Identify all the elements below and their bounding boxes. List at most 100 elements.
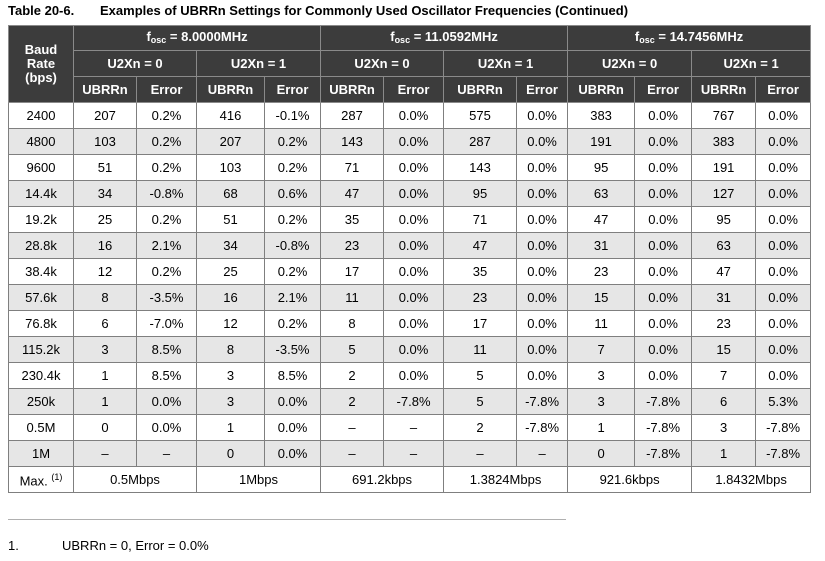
footnote-text: UBRRn = 0, Error = 0.0%: [62, 538, 209, 553]
u2x-header: U2Xn = 1: [691, 50, 812, 77]
error-cell: 2.1%: [263, 284, 322, 311]
error-cell: 0.0%: [383, 154, 445, 181]
error-cell: 0.0%: [516, 310, 569, 337]
max-rate-value: 691.2kbps: [320, 466, 445, 493]
error-cell: 0.0%: [634, 180, 693, 207]
ubrr-cell: 6: [691, 388, 757, 415]
ubrr-cell: 11: [567, 310, 636, 337]
ubrr-cell: 416: [196, 102, 265, 129]
ubrr-column-header: UBRRn: [691, 76, 757, 103]
ubrr-cell: 103: [73, 128, 137, 155]
ubrr-cell: 5: [320, 336, 385, 363]
ubrr-cell: 1: [691, 440, 757, 467]
error-cell: 5.3%: [755, 388, 812, 415]
error-cell: 0.0%: [383, 128, 445, 155]
ubrr-column-header: UBRRn: [73, 76, 137, 103]
table-row: 76.8k 6 -7.0% 12 0.2% 8 0.0% 17 0.0% 11 0.0% 23 0.0%: [8, 310, 812, 337]
max-rate-value: 0.5Mbps: [73, 466, 197, 493]
error-cell: 0.0%: [383, 206, 445, 233]
ubrr-cell: –: [443, 440, 518, 467]
baud-rate-cell: 2400: [8, 102, 74, 129]
fosc-11mhz-header: fosc = 11.0592MHz: [320, 25, 569, 51]
error-cell: 0.0%: [516, 284, 569, 311]
ubrr-cell: 191: [567, 128, 636, 155]
footnote-divider: [8, 519, 566, 520]
ubrr-cell: –: [320, 440, 385, 467]
error-cell: 0.0%: [136, 414, 197, 441]
error-cell: 0.0%: [516, 206, 569, 233]
ubrr-cell: 95: [691, 206, 757, 233]
u2x-header: U2Xn = 1: [195, 50, 322, 77]
error-cell: 0.0%: [755, 154, 812, 181]
baud-rate-header: Baud Rate (bps): [8, 25, 74, 103]
error-cell: 0.0%: [383, 258, 445, 285]
error-cell: 0.0%: [383, 232, 445, 259]
ubrr-cell: 0: [196, 440, 265, 467]
ubrr-cell: 12: [196, 310, 265, 337]
table-title: Examples of UBRRn Settings for Commonly …: [100, 3, 629, 18]
ubrr-cell: –: [320, 414, 385, 441]
baud-rate-cell: 9600: [8, 154, 74, 181]
error-cell: 0.0%: [516, 232, 569, 259]
ubrr-cell: 47: [443, 232, 518, 259]
max-rate-value: 1Mbps: [195, 466, 322, 493]
footnote: 1. UBRRn = 0, Error = 0.0%: [8, 538, 209, 554]
table-row: 2400 207 0.2% 416 -0.1% 287 0.0% 575 0.0% 383 0.0%…: [8, 102, 812, 129]
error-cell: 0.0%: [516, 258, 569, 285]
error-cell: 0.2%: [136, 258, 197, 285]
table-body: 2400 207 0.2% 416 -0.1% 287 0.0% 575 0.0% 383 0.0%…: [8, 102, 812, 467]
ubrr-cell: 71: [320, 154, 385, 181]
ubrr-cell: 143: [320, 128, 385, 155]
ubrr-column-header: UBRRn: [567, 76, 636, 103]
ubrr-cell: 31: [567, 232, 636, 259]
ubrr-cell: 7: [691, 362, 757, 389]
fosc-8mhz-header: fosc = 8.0000MHz: [72, 25, 322, 51]
error-cell: 0.0%: [136, 388, 197, 415]
error-cell: 0.0%: [634, 336, 693, 363]
error-cell: 0.0%: [516, 336, 569, 363]
baud-rate-cell: 38.4k: [8, 258, 74, 285]
error-cell: 0.2%: [136, 154, 197, 181]
ubrr-cell: 51: [196, 206, 265, 233]
error-cell: 0.0%: [383, 336, 445, 363]
ubrr-cell: 767: [691, 102, 757, 129]
ubrr-cell: 17: [320, 258, 385, 285]
error-cell: 0.2%: [263, 154, 322, 181]
ubrr-cell: 71: [443, 206, 518, 233]
ubrr-cell: 25: [196, 258, 265, 285]
baud-rate-cell: 14.4k: [8, 180, 74, 207]
error-cell: 0.0%: [755, 284, 812, 311]
max-rate-label: Max. (1): [8, 466, 74, 493]
ubrr-cell: 383: [691, 128, 757, 155]
table-row: 115.2k 3 8.5% 8 -3.5% 5 0.0% 11 0.0% 7 0.0% 15 0.0%: [8, 336, 812, 363]
ubrr-cell: 63: [567, 180, 636, 207]
error-cell: 0.0%: [634, 310, 693, 337]
error-cell: 0.0%: [755, 180, 812, 207]
error-cell: -7.8%: [755, 414, 812, 441]
ubrr-cell: 3: [691, 414, 757, 441]
u2x-header: U2Xn = 0: [567, 50, 693, 77]
error-cell: 0.0%: [383, 180, 445, 207]
ubrr-cell: 95: [443, 180, 518, 207]
fosc-14mhz-header: fosc = 14.7456MHz: [567, 25, 812, 51]
error-column-header: Error: [383, 76, 445, 103]
ubrr-cell: 1: [73, 388, 137, 415]
error-cell: 0.2%: [136, 128, 197, 155]
ubrr-cell: 23: [320, 232, 385, 259]
ubrr-cell: 287: [443, 128, 518, 155]
baud-rate-cell: 19.2k: [8, 206, 74, 233]
error-cell: 0.0%: [516, 180, 569, 207]
table-row: 250k 1 0.0% 3 0.0% 2 -7.8% 5 -7.8% 3 -7.8% 6 5.3%: [8, 388, 812, 415]
u2x-header: U2Xn = 1: [443, 50, 569, 77]
ubrr-cell: 5: [443, 388, 518, 415]
ubrr-cell: 2: [443, 414, 518, 441]
ubrr-cell: 63: [691, 232, 757, 259]
ubrr-cell: 207: [73, 102, 137, 129]
error-cell: -3.5%: [263, 336, 322, 363]
ubrr-cell: 12: [73, 258, 137, 285]
ubrr-cell: 11: [320, 284, 385, 311]
error-cell: 0.0%: [755, 336, 812, 363]
max-rate-value: 1.8432Mbps: [691, 466, 812, 493]
error-cell: 0.0%: [383, 310, 445, 337]
table-number: Table 20-6.: [8, 3, 75, 18]
